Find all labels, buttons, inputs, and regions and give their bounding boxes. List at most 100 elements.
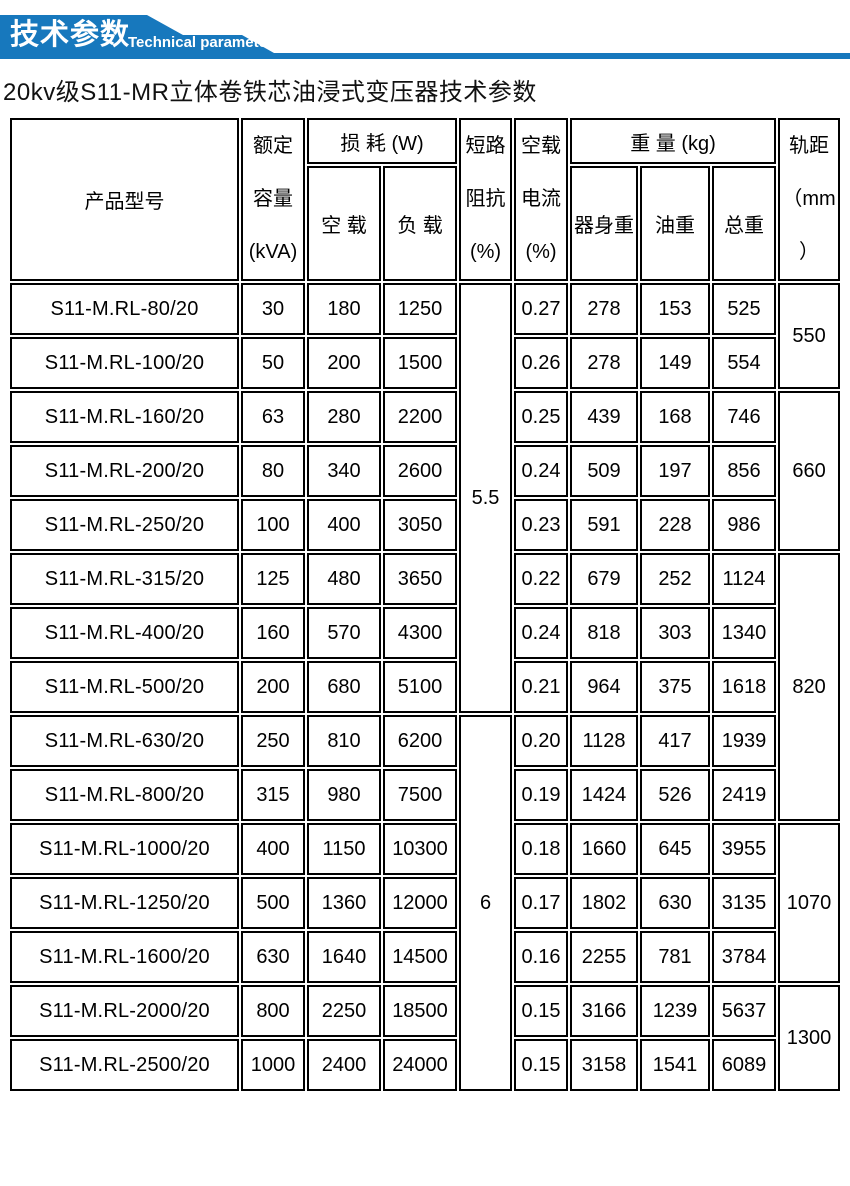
load-loss-cell: 1250 [383, 283, 457, 335]
header-weight-oil: 油重 [640, 166, 710, 281]
model-cell: S11-M.RL-1250/20 [10, 877, 239, 929]
impedance-cell: 5.5 [459, 283, 512, 713]
model-cell: S11-M.RL-400/20 [10, 607, 239, 659]
load-loss-cell: 4300 [383, 607, 457, 659]
table-row: S11-M.RL-100/20 50 200 1500 0.26 278 149 554 [10, 337, 840, 389]
page-title: 20kv级S11-MR立体卷铁芯油浸式变压器技术参数 [3, 79, 537, 106]
gauge-cell: 1300 [778, 985, 841, 1091]
header-impedance: 短路 阻抗 (%) [459, 118, 512, 281]
load-loss-cell: 3050 [383, 499, 457, 551]
table-row: S11-M.RL-400/20 160 570 4300 0.24 818 303 1340 [10, 607, 840, 659]
total-weight-cell: 5637 [712, 985, 777, 1037]
body-weight-cell: 2255 [570, 931, 638, 983]
gauge-cell: 660 [778, 391, 841, 551]
model-cell: S11-M.RL-315/20 [10, 553, 239, 605]
no-load-current-cell: 0.24 [514, 607, 568, 659]
total-weight-cell: 2419 [712, 769, 777, 821]
rated-capacity-cell: 800 [241, 985, 305, 1037]
banner-title-cn: 技术参数 [10, 19, 131, 51]
rated-capacity-cell: 80 [241, 445, 305, 497]
rated-capacity-cell: 50 [241, 337, 305, 389]
header-gauge: 轨距 （mm ） [778, 118, 841, 281]
gauge-cell: 820 [778, 553, 841, 821]
rated-capacity-cell: 63 [241, 391, 305, 443]
no-load-loss-cell: 400 [307, 499, 381, 551]
no-load-current-cell: 0.26 [514, 337, 568, 389]
no-load-current-cell: 0.18 [514, 823, 568, 875]
header-loss-no-load: 空 载 [307, 166, 381, 281]
no-load-loss-cell: 570 [307, 607, 381, 659]
table-header: 产品型号 额定 容量 (kVA) 损 耗 (W) 短路 阻抗 (%) 空载 电流… [10, 118, 841, 281]
total-weight-cell: 1340 [712, 607, 777, 659]
body-weight-cell: 509 [570, 445, 638, 497]
oil-weight-cell: 1239 [640, 985, 710, 1037]
oil-weight-cell: 252 [640, 553, 710, 605]
body-weight-cell: 964 [570, 661, 638, 713]
no-load-loss-cell: 2400 [307, 1039, 381, 1091]
header-weight-total: 总重 [712, 166, 777, 281]
total-weight-cell: 525 [712, 283, 777, 335]
model-cell: S11-M.RL-200/20 [10, 445, 239, 497]
no-load-current-cell: 0.23 [514, 499, 568, 551]
total-weight-cell: 3784 [712, 931, 777, 983]
no-load-loss-cell: 480 [307, 553, 381, 605]
header-row-2: 空 载 负 载 器身重 油重 总重 [10, 166, 840, 281]
table-row: S11-M.RL-80/20 30 180 1250 5.5 0.27 278 153 525 5… [10, 283, 841, 713]
body-weight-cell: 1660 [570, 823, 638, 875]
rated-capacity-cell: 400 [241, 823, 305, 875]
model-cell: S11-M.RL-100/20 [10, 337, 239, 389]
no-load-loss-cell: 1640 [307, 931, 381, 983]
rated-capacity-cell: 630 [241, 931, 305, 983]
total-weight-cell: 746 [712, 391, 777, 443]
body-weight-cell: 3158 [570, 1039, 638, 1091]
body-weight-cell: 1802 [570, 877, 638, 929]
impedance-cell: 6 [459, 715, 512, 1091]
body-weight-cell: 278 [570, 283, 638, 335]
no-load-current-cell: 0.24 [514, 445, 568, 497]
load-loss-cell: 6200 [383, 715, 457, 767]
no-load-current-cell: 0.15 [514, 985, 568, 1037]
rated-capacity-cell: 250 [241, 715, 305, 767]
load-loss-cell: 24000 [383, 1039, 457, 1091]
no-load-loss-cell: 180 [307, 283, 381, 335]
oil-weight-cell: 645 [640, 823, 710, 875]
no-load-loss-cell: 1150 [307, 823, 381, 875]
total-weight-cell: 6089 [712, 1039, 777, 1091]
total-weight-cell: 856 [712, 445, 777, 497]
oil-weight-cell: 149 [640, 337, 710, 389]
total-weight-cell: 554 [712, 337, 777, 389]
table-body: S11-M.RL-80/20 30 180 1250 5.5 0.27 278 153 525 5… [10, 283, 841, 1091]
table-row: S11-M.RL-315/20 125 480 3650 0.22 679 252 1124 8… [10, 553, 841, 821]
total-weight-cell: 1124 [712, 553, 777, 605]
no-load-loss-cell: 680 [307, 661, 381, 713]
body-weight-cell: 679 [570, 553, 638, 605]
oil-weight-cell: 417 [640, 715, 710, 767]
total-weight-cell: 1618 [712, 661, 777, 713]
table-row: S11-M.RL-250/20 100 400 3050 0.23 591 228 986 [10, 499, 840, 551]
header-row-1: 产品型号 额定 容量 (kVA) 损 耗 (W) 短路 阻抗 (%) 空载 电流… [10, 118, 841, 281]
table-row: S11-M.RL-160/20 63 280 2200 0.25 439 168 746 660 [10, 391, 841, 551]
rated-capacity-cell: 315 [241, 769, 305, 821]
header-weight-group: 重 量 (kg) [570, 118, 777, 165]
rated-capacity-cell: 100 [241, 499, 305, 551]
gauge-cell: 1070 [778, 823, 841, 983]
oil-weight-cell: 153 [640, 283, 710, 335]
no-load-current-cell: 0.27 [514, 283, 568, 335]
rated-capacity-cell: 200 [241, 661, 305, 713]
body-weight-cell: 818 [570, 607, 638, 659]
body-weight-cell: 1128 [570, 715, 638, 767]
no-load-loss-cell: 810 [307, 715, 381, 767]
oil-weight-cell: 228 [640, 499, 710, 551]
no-load-loss-cell: 980 [307, 769, 381, 821]
oil-weight-cell: 781 [640, 931, 710, 983]
no-load-current-cell: 0.21 [514, 661, 568, 713]
no-load-loss-cell: 340 [307, 445, 381, 497]
rated-capacity-cell: 125 [241, 553, 305, 605]
model-cell: S11-M.RL-1000/20 [10, 823, 239, 875]
header-rated-capacity: 额定 容量 (kVA) [241, 118, 305, 281]
total-weight-cell: 986 [712, 499, 777, 551]
oil-weight-cell: 197 [640, 445, 710, 497]
banner-ribbon-shape [0, 15, 850, 59]
spec-table: 产品型号 额定 容量 (kVA) 损 耗 (W) 短路 阻抗 (%) 空载 电流… [8, 116, 842, 1093]
